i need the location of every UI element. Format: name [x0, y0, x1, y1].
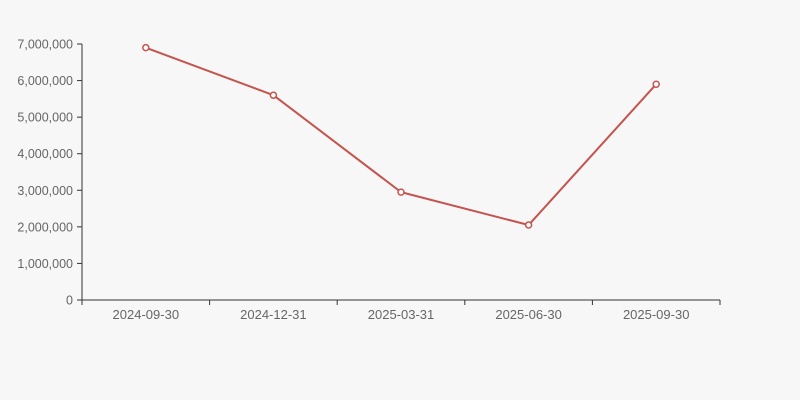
y-axis-tick-label: 6,000,000	[17, 74, 73, 88]
x-axis-tick-label: 2025-06-30	[495, 307, 562, 322]
y-axis-tick-label: 2,000,000	[17, 220, 73, 234]
y-axis-tick-label: 7,000,000	[17, 38, 73, 52]
data-point-marker	[142, 43, 150, 52]
x-axis-tick-label: 2025-03-31	[368, 307, 435, 322]
data-point-marker	[524, 221, 533, 229]
x-axis-tick-label: 2024-12-31	[240, 307, 307, 322]
y-axis-tick-label: 4,000,000	[17, 147, 73, 161]
data-point-marker	[397, 188, 405, 196]
data-point-marker	[652, 80, 660, 88]
y-axis-tick-label: 0	[66, 294, 73, 308]
y-axis-tick-label: 3,000,000	[17, 184, 73, 198]
y-axis-tick-label: 1,000,000	[17, 257, 73, 271]
x-axis-tick-label: 2025-09-30	[623, 307, 690, 322]
data-point-marker	[269, 91, 278, 99]
x-axis-tick-label: 2024-09-30	[113, 307, 180, 322]
series-line	[144, 46, 658, 227]
y-axis-tick-label: 5,000,000	[17, 111, 73, 125]
